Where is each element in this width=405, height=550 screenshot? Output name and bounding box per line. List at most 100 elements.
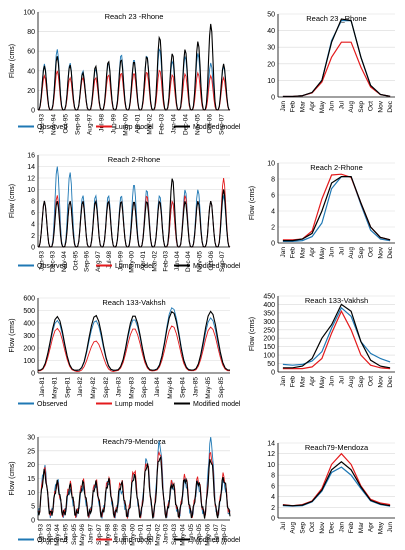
x-tick-label: Apr-01 [135,114,142,134]
series-line-modified [282,176,391,242]
x-tick-label: Mar [299,100,306,112]
x-tick-label: Sep-97 [96,524,103,545]
x-tick-label: Apr [309,100,316,111]
y-tick-label: 2 [271,505,275,512]
y-tick-label: 250 [263,327,275,334]
x-tick-label: May-06 [204,524,211,546]
series-line-observed [282,306,391,366]
chart-title: Reach 2-Rhone [108,155,161,164]
x-tick-label: Oct-95 [72,251,79,271]
x-tick-label: Mar-02 [151,251,158,272]
x-tick-label: Jan-83 [116,377,123,397]
x-tick-label: May-00 [123,114,130,136]
y-tick-label: 10 [27,490,35,497]
y-tick-label: 10 [267,161,275,168]
x-tick-label: Nov [377,246,384,258]
x-tick-label: Oct-06 [207,114,214,134]
x-tick-label: Oct-06 [208,251,215,271]
x-tick-label: Jun [329,247,336,258]
y-axis-label: Flow (cms) [9,184,16,218]
x-tick-label: Dec [329,521,336,533]
x-tick-label: Jan-01 [138,524,145,544]
x-tick-label: Mar-02 [147,114,154,135]
x-tick-label: May-83 [128,377,135,399]
legend-label-observed: Observed [37,401,67,408]
y-tick-label: 0 [271,516,275,523]
y-tick-label: 10 [267,78,275,85]
x-tick-label: May-98 [104,524,111,546]
y-tick-label: 4 [271,209,275,216]
x-tick-label: Oct [368,247,375,257]
y-tick-label: 25 [27,448,35,455]
x-tick-label: Sep [358,247,365,259]
y-axis-label: Flow (cms) [9,318,16,352]
chart-panel-reach2-timeseries: 0 2 4 6 8 10 12 14 16 Reach 2-Rhone Flow (cms) Jan-… [9,153,241,273]
x-tick-label: Sep-07 [219,114,226,135]
x-tick-label: Jul [338,246,345,255]
x-tick-label: Jan-04 [174,251,181,271]
x-tick-label: Feb [348,522,355,534]
y-tick-label: 6 [271,193,275,200]
x-tick-label: May-82 [90,377,97,399]
legend-label-modified: Modified model [193,263,241,270]
legend-label-observed: Observed [37,124,67,131]
x-tick-label: Jul-98 [99,114,106,132]
x-tick-label: Nov [319,521,326,533]
chart-title: Reach 23 _Rhone [306,14,366,23]
y-tick-label: 450 [263,294,275,301]
x-tick-label: Sep-07 [219,251,226,272]
x-tick-label: May [319,100,326,113]
x-tick-label: Sep-07 [221,524,228,545]
x-tick-label: Nov [377,100,384,112]
x-tick-label: May-85 [205,377,212,399]
y-tick-label: 300 [263,319,275,326]
y-tick-label: 20 [27,88,35,95]
y-tick-label: 2 [271,225,275,232]
x-tick-label: Jul [338,375,345,384]
x-tick-label: Jan-84 [154,377,161,397]
chart-panel-reach23-monthly: 0 10 20 30 40 50 Reach 23 _Rhone Jan Feb Mar Apr Ma… [267,12,395,113]
x-tick-label: Jul [338,100,345,109]
x-tick-label: Mar [358,521,365,533]
x-tick-label: Sep-96 [75,114,82,135]
y-tick-label: 300 [23,333,35,340]
y-tick-label: 14 [27,164,35,171]
x-tick-label: Dec-04 [185,251,192,272]
x-tick-label: Feb-03 [159,114,166,135]
x-tick-label: Jul [280,521,287,530]
x-tick-label: Jan-93 [38,524,45,544]
x-tick-label: Sep-93 [46,524,53,545]
y-tick-label: 12 [27,176,35,183]
x-tick-label: Jan [280,376,287,387]
y-tick-label: 8 [31,199,35,206]
y-tick-label: 80 [27,29,35,36]
y-tick-label: 600 [23,296,35,303]
x-tick-label: May-00 [129,524,136,546]
chart-title: Reach 133-Vakhsh [102,298,165,307]
legend: Observed Lump model Modified model [18,401,241,408]
x-tick-label: Jun [387,522,394,533]
y-tick-label: 10 [27,187,35,194]
chart-panel-reach23-timeseries: 0 20 40 60 80 100 Reach 23 -Rhone Flow (cms) Jan… [9,10,241,136]
chart-panel-reach79-timeseries: 0 5 10 15 20 25 30 Reach79-Mendoza Flow (cms) Jan… [9,435,241,546]
legend: Observed Lump model Modified model [18,263,241,270]
x-tick-label: May [319,375,326,388]
chart-panel-reach133-timeseries: 0 100 200 300 400 500 600 Reach 133-Vakhsh Flow … [9,296,241,409]
x-tick-label: Aug-97 [95,251,102,272]
x-tick-label: Jan-85 [192,377,199,397]
x-tick-label: Jan-81 [39,377,46,397]
legend-label-modified: Modified model [193,401,241,408]
y-tick-label: 20 [267,61,275,68]
x-tick-label: Jun-99 [117,251,124,271]
x-tick-label: Apr [309,375,316,386]
x-tick-label: May-94 [54,524,61,546]
chart-title: Reach 2-Rhone [310,163,363,172]
y-tick-label: 0 [31,518,35,525]
x-tick-label: Jul-98 [106,251,113,269]
y-tick-label: 0 [31,371,35,378]
series-line-modified [37,178,231,248]
y-tick-label: 2 [31,233,35,240]
y-tick-label: 50 [267,12,275,19]
